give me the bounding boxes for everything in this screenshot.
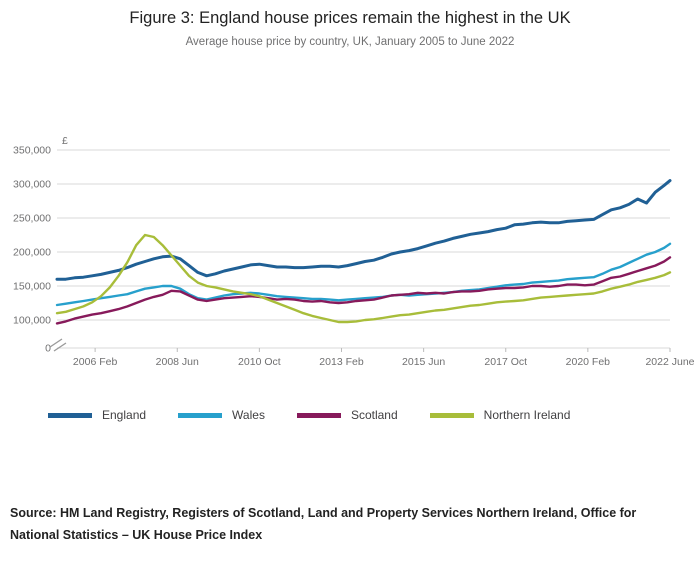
- price-chart-svg: 0 100,000 150,000 200,000 250,000 300,000 350,…: [13, 135, 695, 368]
- svg-text:300,000: 300,000: [13, 179, 51, 191]
- svg-text:£: £: [62, 135, 68, 147]
- legend-item-wales: Wales: [178, 408, 265, 422]
- svg-text:150,000: 150,000: [13, 281, 51, 293]
- svg-text:100,000: 100,000: [13, 315, 51, 327]
- legend-item-northern-ireland: Northern Ireland: [429, 408, 571, 422]
- svg-text:2006 Feb: 2006 Feb: [73, 356, 118, 368]
- svg-text:2010 Oct: 2010 Oct: [238, 356, 281, 368]
- legend-item-scotland: Scotland: [296, 408, 398, 422]
- svg-text:2008 Jun: 2008 Jun: [156, 356, 199, 368]
- figure-subtitle: Average house price by country, UK, Janu…: [185, 36, 515, 48]
- legend-item-england: England: [48, 408, 146, 422]
- legend-label-england: England: [102, 408, 147, 422]
- svg-text:2013 Feb: 2013 Feb: [319, 356, 364, 368]
- svg-text:2017 Oct: 2017 Oct: [484, 356, 527, 368]
- svg-text:250,000: 250,000: [13, 213, 51, 225]
- legend-swatch-wales: [178, 412, 223, 418]
- svg-text:2020 Feb: 2020 Feb: [566, 356, 611, 368]
- source-note: Source: HM Land Registry, Registers of S…: [10, 506, 637, 542]
- legend-label-scotland: Scotland: [350, 408, 398, 422]
- chart-legend: England Wales Scotland Northern Ireland: [48, 408, 570, 422]
- svg-text:0: 0: [45, 343, 51, 355]
- svg-text:2022 June: 2022 June: [645, 356, 694, 368]
- legend-swatch-england: [48, 412, 92, 418]
- legend-swatch-scotland: [296, 412, 341, 418]
- svg-text:2015 Jun: 2015 Jun: [402, 356, 445, 368]
- legend-label-wales: Wales: [232, 408, 265, 422]
- svg-text:350,000: 350,000: [13, 145, 51, 157]
- legend-swatch-northern-ireland: [429, 412, 474, 418]
- figure-title: Figure 3: England house prices remain th…: [129, 9, 571, 27]
- legend-label-northern-ireland: Northern Ireland: [483, 408, 571, 422]
- svg-text:200,000: 200,000: [13, 247, 51, 259]
